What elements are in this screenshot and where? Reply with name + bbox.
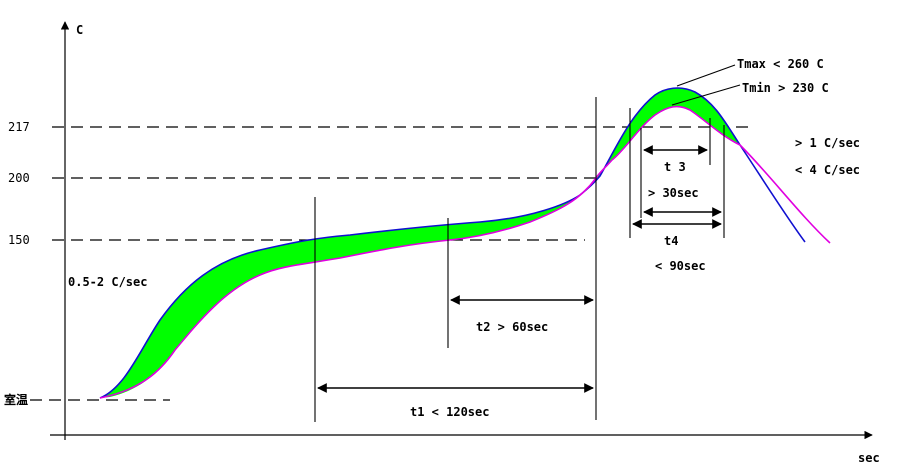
tmin-label: Tmin > 230 C [742,81,829,95]
ramp-rate-label: 0.5-2 C/sec [68,275,147,289]
t4-condition-label: < 90sec [655,259,706,273]
upper-profile-curve [99,87,806,399]
t1-label: t1 < 120sec [410,405,489,419]
x-axis-unit: sec [858,451,880,465]
tmax-label: Tmax < 260 C [737,57,824,71]
y-tick-200: 200 [8,171,30,185]
tmin-leader [671,84,741,106]
y-tick-150: 150 [8,233,30,247]
t3-condition-label: > 30sec [648,186,699,200]
y-tick-217: 217 [8,120,30,134]
t4-label: t4 [664,234,678,248]
tmax-leader [676,64,736,87]
y-axis-unit: C [76,23,83,37]
lower-profile-curve [99,105,831,399]
fall-rate-label: < 4 C/sec [795,163,860,177]
ambient-temp-label: 室温 [4,392,28,407]
t3-label: t 3 [664,160,686,174]
t2-label: t2 > 60sec [476,320,548,334]
rise-rate-label: > 1 C/sec [795,136,860,150]
